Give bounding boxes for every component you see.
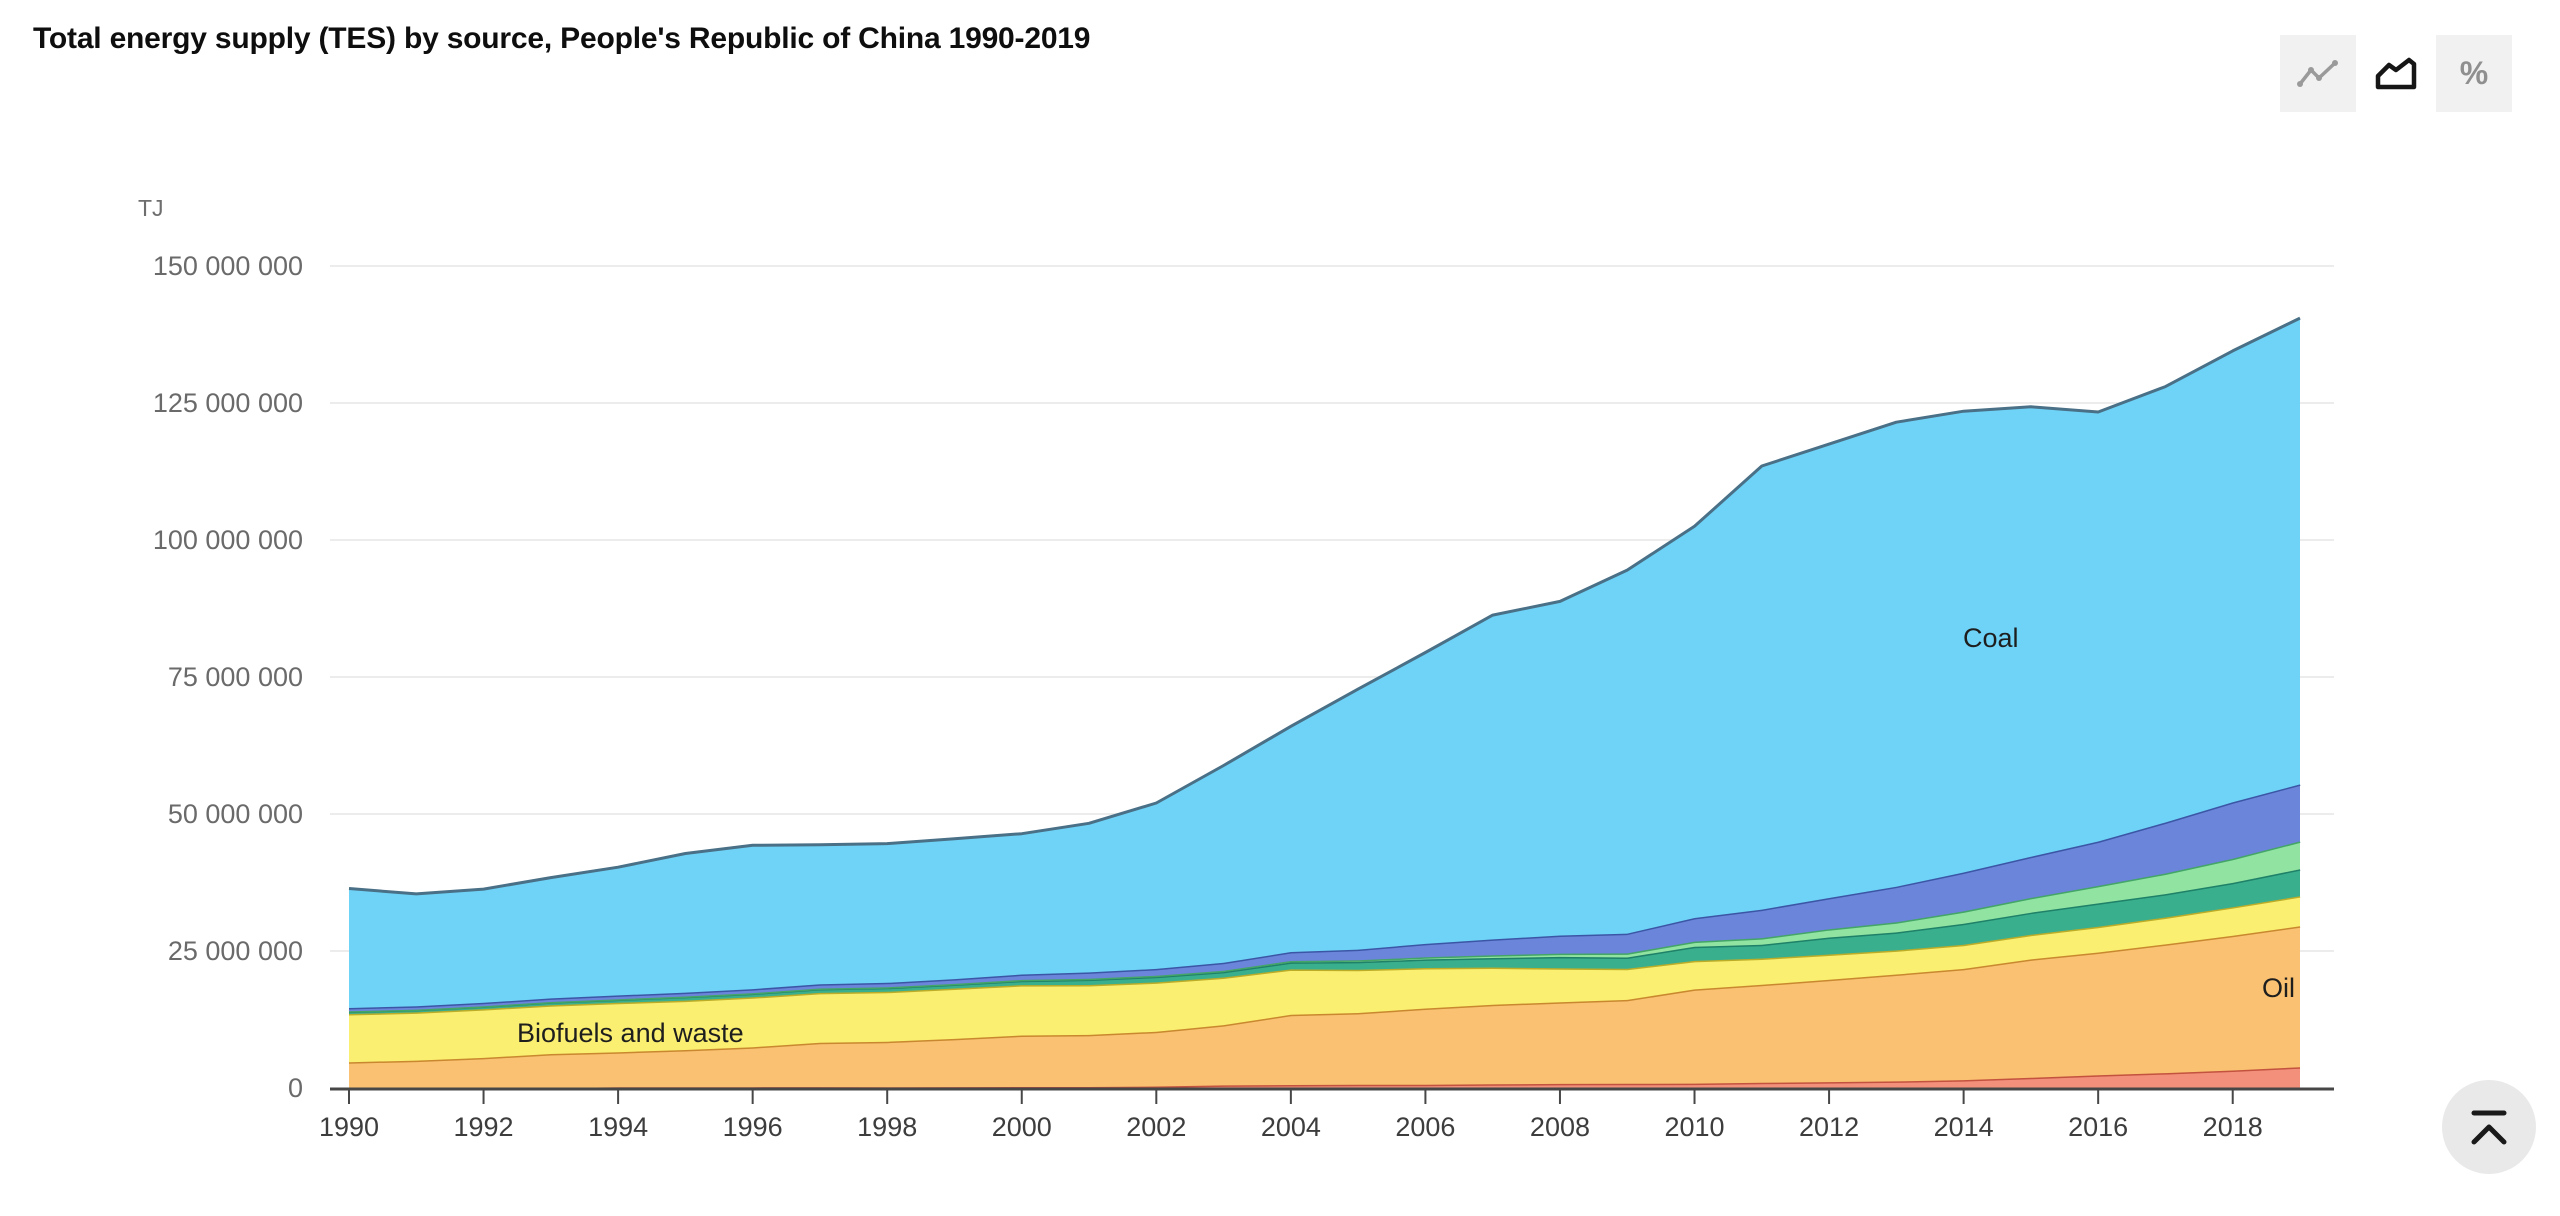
y-axis-unit-label: TJ [138, 195, 164, 221]
x-tick-label: 1994 [588, 1112, 648, 1142]
line-chart-view-button[interactable] [2280, 35, 2356, 112]
collapse-to-top-icon [2471, 1110, 2507, 1145]
y-axis-labels: 0 25 000 000 50 000 000 75 000 000 100 000 0… [138, 195, 303, 1103]
chart-type-toggle: % [2280, 35, 2512, 112]
area-natural-gas[interactable] [349, 784, 2300, 1012]
series-label-biofuels-and-waste: Biofuels and waste [517, 1018, 744, 1048]
annotations: Biofuels and waste Coal Oil [517, 623, 2295, 1048]
x-tick-label: 2014 [1934, 1112, 1994, 1142]
area-wind-solar-etc[interactable] [349, 841, 2300, 1012]
y-tick-label: 0 [288, 1073, 303, 1103]
x-tick-label: 2006 [1395, 1112, 1455, 1142]
x-tick-label: 1992 [454, 1112, 514, 1142]
x-tick-label: 1990 [319, 1112, 379, 1142]
x-axis: 1990 1992 1994 1996 1998 2000 2002 2004 2006 2008… [319, 1087, 2334, 1142]
x-tick-label: 1996 [723, 1112, 783, 1142]
scroll-to-top-button[interactable] [2442, 1080, 2536, 1174]
area-biofuels-and-waste[interactable] [349, 896, 2300, 1063]
x-tick-label: 2000 [992, 1112, 1052, 1142]
percent-icon: % [2459, 55, 2489, 91]
x-tick-label: 2004 [1261, 1112, 1321, 1142]
y-tick-label: 150 000 000 [153, 251, 303, 281]
area-chart-icon [2375, 57, 2417, 89]
x-tick-label: 2016 [2068, 1112, 2128, 1142]
y-tick-label: 100 000 000 [153, 525, 303, 555]
area-chart-view-button[interactable] [2358, 35, 2434, 112]
x-tick-label: 2012 [1799, 1112, 1859, 1142]
y-tick-label: 125 000 000 [153, 388, 303, 418]
area-edge-coal [348, 316, 2301, 896]
percent-view-button[interactable]: % [2436, 35, 2512, 112]
series-label-coal: Coal [1963, 623, 2019, 653]
area-oil[interactable] [349, 926, 2300, 1088]
area-hydro[interactable] [349, 869, 2300, 1014]
page-title: Total energy supply (TES) by source, Peo… [33, 22, 1091, 55]
y-tick-label: 50 000 000 [168, 799, 303, 829]
x-tick-label: 2008 [1530, 1112, 1590, 1142]
x-tick-label: 2002 [1126, 1112, 1186, 1142]
x-tick-label: 1998 [857, 1112, 917, 1142]
x-tick-label: 2018 [2203, 1112, 2263, 1142]
line-chart-icon [2297, 59, 2338, 87]
x-tick-label: 2010 [1664, 1112, 1724, 1142]
y-tick-label: 75 000 000 [168, 662, 303, 692]
areas [348, 316, 2301, 1090]
y-tick-label: 25 000 000 [168, 936, 303, 966]
series-label-oil: Oil [2262, 973, 2295, 1003]
area-coal[interactable] [349, 318, 2300, 1009]
